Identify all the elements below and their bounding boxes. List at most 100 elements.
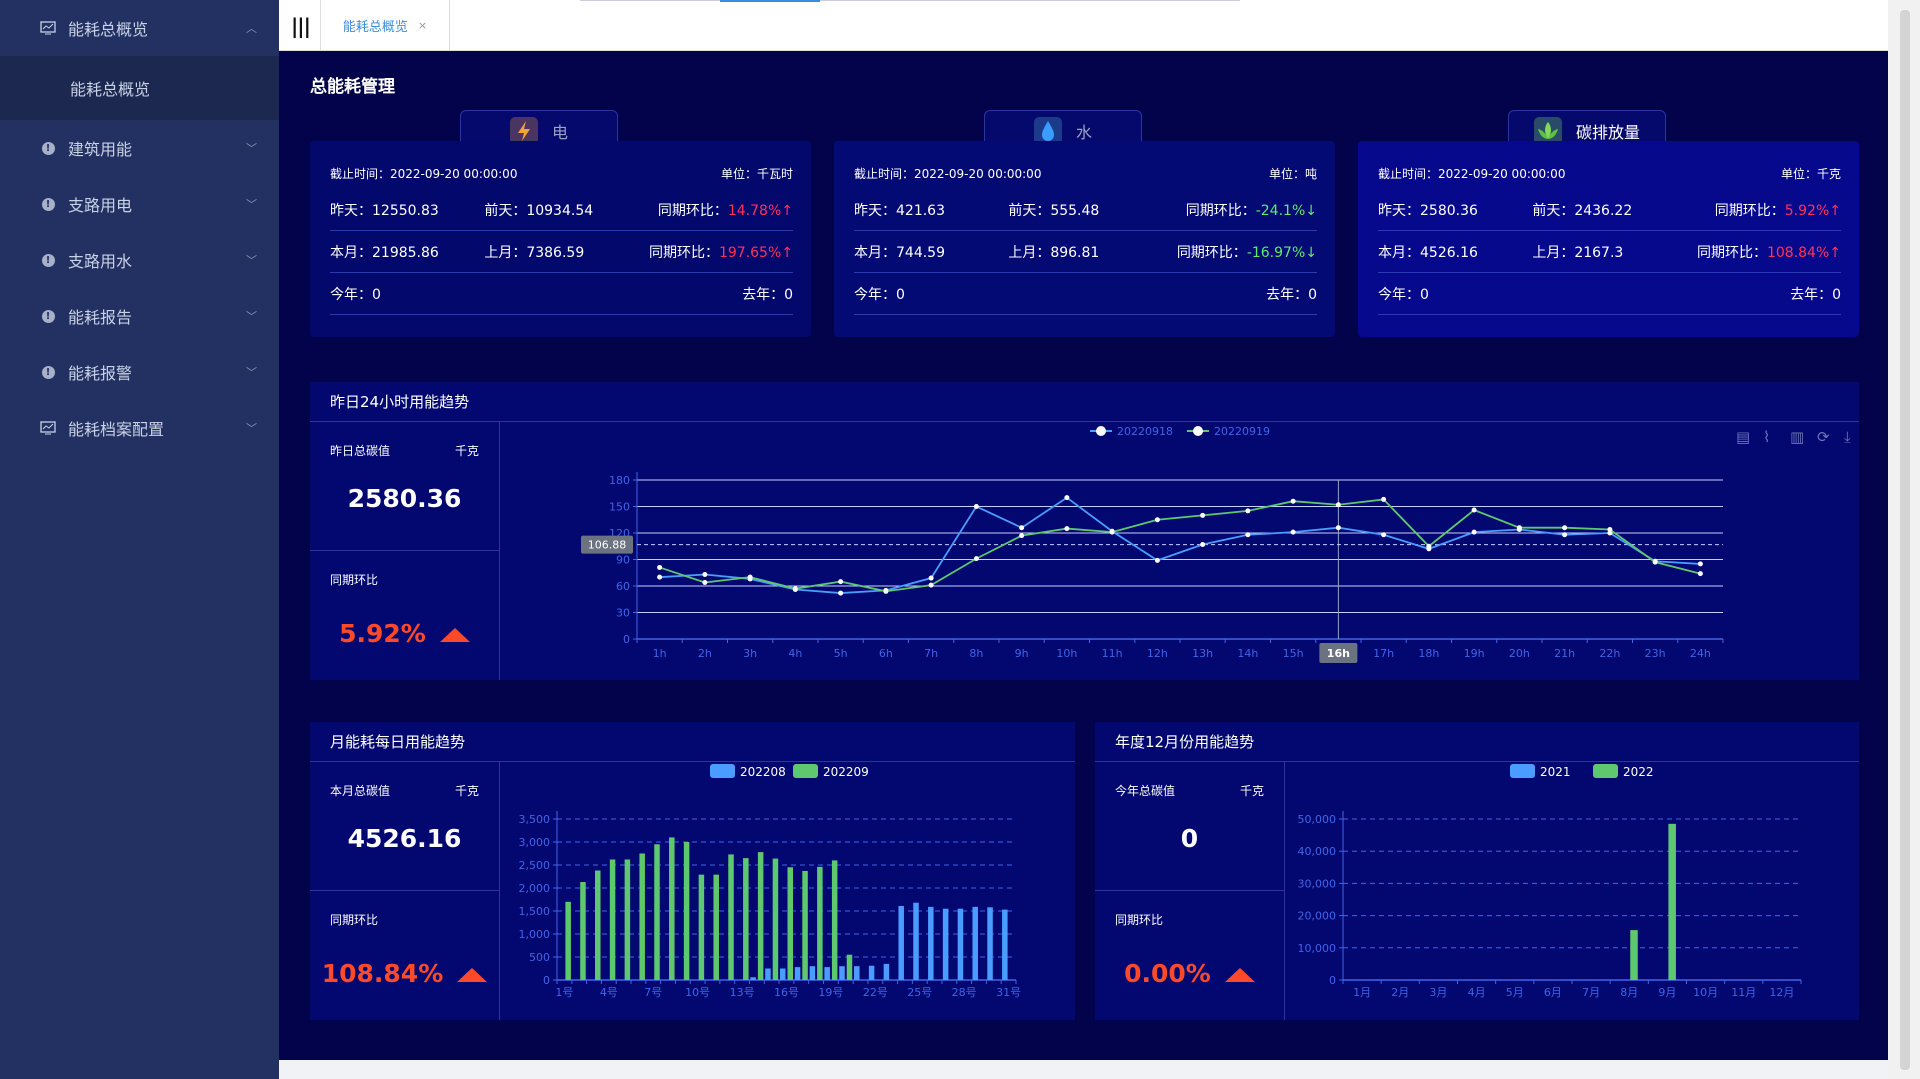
x-tick-label: 10月 xyxy=(1693,986,1718,999)
bar-202208 xyxy=(824,967,830,980)
x-tick-label: 22号 xyxy=(863,986,888,999)
bar-202208 xyxy=(780,968,786,980)
data-point xyxy=(1290,529,1296,535)
sidebar-item-branch-water[interactable]: ! 支路用水 ﹀ xyxy=(0,232,279,288)
bar-202208 xyxy=(854,966,860,980)
energy-card: 截止时间：2022-09-20 00:00:00 单位：千克 昨天：2580.36… xyxy=(1358,141,1859,337)
sidebar-item-archive-config[interactable]: 能耗档案配置 ﹀ xyxy=(0,400,279,456)
sidebar-subitem-overview[interactable]: 能耗总概览 xyxy=(0,56,279,120)
data-point xyxy=(1471,529,1477,535)
x-tick-label: 25号 xyxy=(907,986,932,999)
data-point xyxy=(1426,543,1432,549)
data-point xyxy=(1200,541,1206,547)
y-tick-label: 180 xyxy=(609,474,630,487)
bar-202209 xyxy=(609,859,616,980)
card-name: 电 xyxy=(551,122,568,142)
x-tick-label: 16号 xyxy=(774,986,799,999)
bar-202209 xyxy=(654,844,660,980)
chevron-down-icon: ﹀ xyxy=(246,198,257,211)
close-icon[interactable]: × xyxy=(417,19,428,32)
yesterday-value: 昨天：12550.83 xyxy=(330,202,439,219)
legend-label: 20220919 xyxy=(1214,425,1270,438)
bar-202209 xyxy=(743,858,749,980)
scrollbar-thumb[interactable] xyxy=(1900,10,1910,1070)
data-view-icon[interactable]: ▤ xyxy=(1736,428,1750,446)
last-month-value: 上月：7386.59 xyxy=(484,244,585,261)
last-month-value: 上月：896.81 xyxy=(1008,244,1100,261)
section-title: 年度12月份用能趋势 xyxy=(1095,722,1859,762)
bar-202209 xyxy=(757,852,764,980)
sidebar-item-label: 能耗报警 xyxy=(68,364,133,383)
daily-bar-chart: 202208 202209 0 500 1,000 1,500 2,000 2,500 3,00… xyxy=(519,764,1021,999)
up-triangle-icon xyxy=(1224,968,1255,982)
energy-card: 截止时间：2022-09-20 00:00:00 单位：千瓦时 昨天：12550.… xyxy=(310,141,811,337)
monthly-ratio: 197.65%↑ xyxy=(718,244,793,261)
x-tick-label: 10h xyxy=(1056,647,1077,660)
menu-toggle-icon[interactable]: ||| xyxy=(291,14,311,38)
bar-202208 xyxy=(942,908,949,980)
lightning-icon xyxy=(509,116,538,145)
data-point xyxy=(928,575,934,581)
chevron-down-icon: ﹀ xyxy=(246,142,257,155)
scrollbar[interactable] xyxy=(1888,0,1920,1079)
sidebar-item-report[interactable]: ! 能耗报告 ﹀ xyxy=(0,288,279,344)
x-tick-label: 13h xyxy=(1192,647,1213,660)
y-tick-label: 30 xyxy=(616,607,630,620)
data-point xyxy=(1290,498,1296,504)
pointer-label: 106.88 xyxy=(588,539,627,552)
data-point xyxy=(1245,508,1251,514)
monthly-ratio: 108.84%↑ xyxy=(1766,244,1841,261)
data-point xyxy=(1697,561,1703,567)
x-tick-label: 16h xyxy=(1327,647,1350,660)
bar-202209 xyxy=(817,866,823,980)
bar-chart-icon[interactable]: ▥ xyxy=(1790,428,1804,446)
x-tick-label: 17h xyxy=(1373,647,1394,660)
data-point xyxy=(1335,525,1341,531)
ratio-label: 同期环比： xyxy=(648,244,719,261)
line-chart-icon[interactable]: ⌇ xyxy=(1763,428,1770,446)
total-value: 2580.36 xyxy=(347,484,462,513)
sidebar-item-label: 支路用电 xyxy=(68,196,133,215)
data-point xyxy=(792,586,798,592)
sidebar: 能耗总概览 ︿ 能耗总概览 ! 建筑用能 ﹀ ! 支路用电 ﹀ ! 支路用水 ﹀ ! 能耗报告 ﹀… xyxy=(0,0,279,1079)
divider xyxy=(580,0,1240,1)
monitor-chart-icon xyxy=(40,20,56,36)
refresh-icon[interactable]: ⟳ xyxy=(1817,428,1830,446)
sidebar-item-label: 能耗报告 xyxy=(68,308,133,327)
sidebar-item-alarm[interactable]: ! 能耗报警 ﹀ xyxy=(0,344,279,400)
bar-202209 xyxy=(624,859,631,980)
data-point xyxy=(1607,526,1613,532)
data-point xyxy=(1335,502,1341,508)
section-title: 昨日24小时用能趋势 xyxy=(310,382,1859,422)
tab-overview[interactable]: 能耗总概览 × xyxy=(320,0,450,51)
data-point xyxy=(1607,530,1613,536)
card-name: 水 xyxy=(1075,122,1092,142)
sidebar-item-building[interactable]: ! 建筑用能 ﹀ xyxy=(0,120,279,176)
y-tick-label: 60 xyxy=(616,580,630,593)
bar-202208 xyxy=(765,968,771,980)
total-label: 本月总碳值 xyxy=(330,784,391,798)
info-dot-icon: ! xyxy=(41,309,55,323)
bar-202209 xyxy=(713,874,719,980)
data-point xyxy=(1064,526,1070,532)
x-tick-label: 1h xyxy=(653,647,667,660)
data-point xyxy=(1154,517,1160,523)
monthly-bar-chart: 2021 2022 0 10,000 20,000 30,000 40,000 50,000 1… xyxy=(1298,764,1802,999)
download-icon[interactable]: ⤓ xyxy=(1844,428,1851,446)
total-label: 昨日总碳值 xyxy=(330,444,391,458)
deadline: 截止时间：2022-09-20 00:00:00 xyxy=(854,166,1042,181)
monthly-trend-section: 年度12月份用能趋势 今年总碳值 千克 0 同期环比 0.00% 2021 2022 0 1… xyxy=(1095,722,1859,1020)
x-tick-label: 12h xyxy=(1147,647,1168,660)
monthly-ratio: -16.97%↓ xyxy=(1246,244,1317,261)
bar-202209 xyxy=(772,858,779,980)
data-point xyxy=(1516,525,1522,531)
unit: 单位：千克 xyxy=(1780,166,1841,181)
sidebar-item-overview[interactable]: 能耗总概览 ︿ xyxy=(0,0,279,56)
info-dot-icon: ! xyxy=(41,197,55,211)
y-tick-label: 50,000 xyxy=(1298,813,1337,826)
sidebar-item-branch-power[interactable]: ! 支路用电 ﹀ xyxy=(0,176,279,232)
tab-bar: ||| 能耗总概览 × xyxy=(279,0,1888,51)
bar-202208 xyxy=(750,977,756,980)
legend-label: 202208 xyxy=(740,765,786,779)
x-tick-label: 4号 xyxy=(600,986,618,999)
